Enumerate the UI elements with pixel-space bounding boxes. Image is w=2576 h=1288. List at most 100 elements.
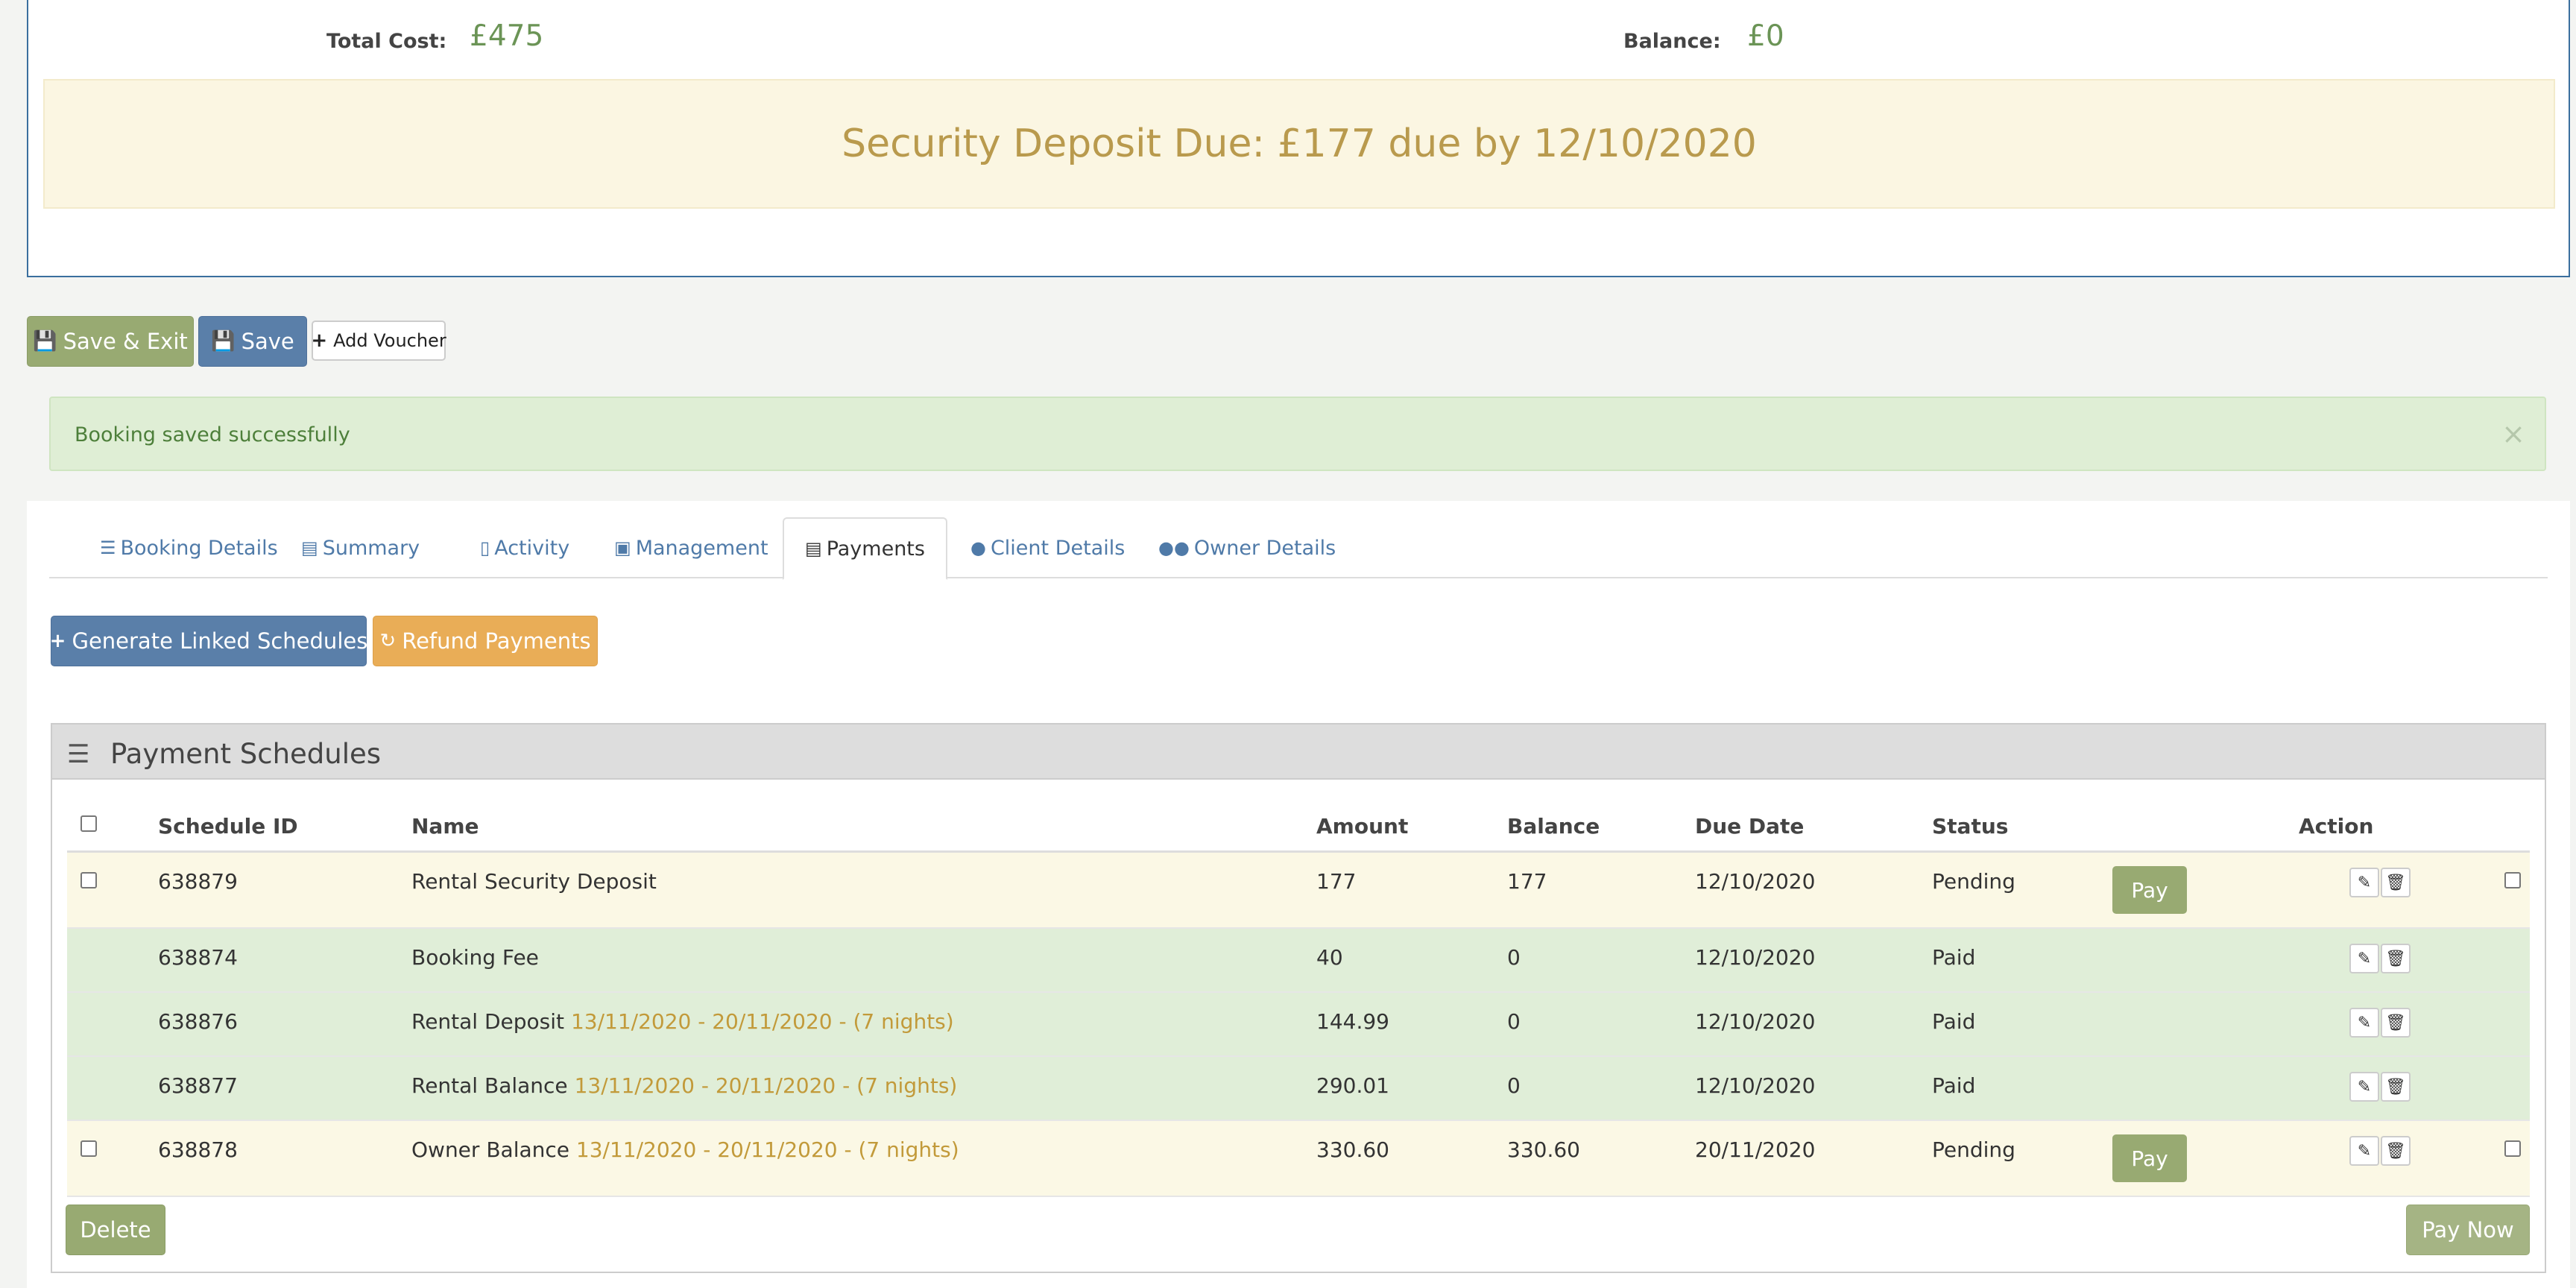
credit-card-icon: ▤ bbox=[805, 538, 822, 559]
delete-button[interactable]: Delete bbox=[66, 1205, 165, 1255]
table-header: Schedule ID Name Amount Balance Due Date… bbox=[67, 795, 2530, 853]
list-icon: ☰ bbox=[100, 537, 116, 558]
due-date: 20/11/2020 bbox=[1695, 1137, 1816, 1162]
balance-label: Balance: bbox=[1623, 30, 1721, 53]
user-icon: ● bbox=[970, 537, 986, 558]
status: Pending bbox=[1932, 1137, 2015, 1162]
refund-payments-button[interactable]: ↻ Refund Payments bbox=[373, 616, 598, 666]
col-balance: Balance bbox=[1507, 814, 1600, 839]
table-row: 638878 Owner Balance 13/11/2020 - 20/11/… bbox=[67, 1121, 2530, 1197]
col-due-date: Due Date bbox=[1695, 814, 1805, 839]
tab-label: Payments bbox=[826, 537, 925, 561]
due-date: 12/10/2020 bbox=[1695, 869, 1816, 894]
due-date: 12/10/2020 bbox=[1695, 945, 1816, 970]
alert-message: Booking saved successfully bbox=[75, 423, 350, 446]
schedule-dates: 13/11/2020 - 20/11/2020 - (7 nights) bbox=[570, 1009, 954, 1034]
pay-now-button[interactable]: Pay Now bbox=[2406, 1205, 2530, 1255]
balance-value: £0 bbox=[1747, 19, 1784, 53]
row-select-checkbox[interactable] bbox=[2504, 1140, 2521, 1157]
balance: 0 bbox=[1507, 1073, 1521, 1098]
trash-icon[interactable]: 🗑 bbox=[2381, 1136, 2411, 1166]
refund-label: Refund Payments bbox=[402, 628, 591, 654]
amount: 330.60 bbox=[1316, 1137, 1389, 1162]
tab-label: Activity bbox=[494, 536, 570, 560]
edit-icon[interactable]: ✎ bbox=[2349, 868, 2379, 897]
tab-label: Owner Details bbox=[1193, 536, 1336, 560]
balance: 0 bbox=[1507, 945, 1521, 970]
row-checkbox[interactable] bbox=[80, 872, 97, 888]
save-exit-label: Save & Exit bbox=[63, 329, 188, 354]
col-schedule-id: Schedule ID bbox=[158, 814, 298, 839]
total-cost-value: £475 bbox=[470, 19, 544, 53]
tab-owner-details[interactable]: ●● Owner Details bbox=[1137, 517, 1357, 578]
schedule-id: 638874 bbox=[158, 945, 238, 970]
payment-schedules-table: Schedule ID Name Amount Balance Due Date… bbox=[67, 795, 2530, 1197]
trash-icon[interactable]: 🗑 bbox=[2381, 1072, 2411, 1102]
trash-icon[interactable]: 🗑 bbox=[2381, 868, 2411, 897]
table-row: 638877 Rental Balance 13/11/2020 - 20/11… bbox=[67, 1057, 2530, 1121]
payment-schedules-panel: ☰ Payment Schedules Schedule ID Name Amo… bbox=[51, 723, 2546, 1273]
due-date: 12/10/2020 bbox=[1695, 1009, 1816, 1034]
schedule-name: Booking Fee bbox=[411, 945, 539, 970]
plus-icon: + bbox=[49, 630, 66, 652]
save-button[interactable]: 💾 Save bbox=[198, 316, 307, 367]
floppy-disk-icon: 💾 bbox=[211, 330, 236, 353]
amount: 144.99 bbox=[1316, 1009, 1389, 1034]
edit-icon[interactable]: ✎ bbox=[2349, 944, 2379, 973]
tab-management[interactable]: ▣ Management bbox=[593, 517, 789, 578]
edit-icon[interactable]: ✎ bbox=[2349, 1136, 2379, 1166]
edit-icon[interactable]: ✎ bbox=[2349, 1072, 2379, 1102]
col-name: Name bbox=[411, 814, 479, 839]
schedule-name: Rental Balance 13/11/2020 - 20/11/2020 -… bbox=[411, 1073, 958, 1098]
pay-button[interactable]: Pay bbox=[2112, 866, 2187, 914]
status: Paid bbox=[1932, 1009, 1976, 1034]
menu-icon[interactable]: ☰ bbox=[67, 739, 90, 769]
schedule-id: 638878 bbox=[158, 1137, 238, 1162]
security-deposit-due-notice: Security Deposit Due: £177 due by 12/10/… bbox=[43, 79, 2555, 209]
tab-activity[interactable]: ▯ Activity bbox=[459, 517, 590, 578]
tab-label: Management bbox=[635, 536, 768, 560]
edit-icon[interactable]: ✎ bbox=[2349, 1008, 2379, 1038]
totals-row: Total Cost: £475 Balance: £0 bbox=[28, 18, 2569, 60]
trash-icon[interactable]: 🗑 bbox=[2381, 1008, 2411, 1038]
save-exit-button[interactable]: 💾 Save & Exit bbox=[27, 316, 194, 367]
schedule-name: Owner Balance 13/11/2020 - 20/11/2020 - … bbox=[411, 1137, 959, 1162]
schedule-id: 638879 bbox=[158, 869, 238, 894]
generate-linked-schedules-button[interactable]: + Generate Linked Schedules bbox=[49, 616, 368, 666]
inbox-icon: ▯ bbox=[480, 537, 490, 558]
tab-label: Booking Details bbox=[120, 536, 278, 560]
status: Paid bbox=[1932, 1073, 1976, 1098]
col-action: Action bbox=[2299, 814, 2374, 839]
floppy-disk-icon: 💾 bbox=[33, 330, 57, 353]
money-icon: ▤ bbox=[301, 537, 318, 558]
generate-label: Generate Linked Schedules bbox=[72, 628, 368, 654]
desktop-icon: ▣ bbox=[614, 537, 631, 558]
schedule-name: Rental Security Deposit bbox=[411, 869, 657, 894]
due-date: 12/10/2020 bbox=[1695, 1073, 1816, 1098]
add-voucher-button[interactable]: + Add Voucher bbox=[311, 321, 446, 361]
select-all-checkbox[interactable] bbox=[80, 815, 97, 832]
total-cost-label: Total Cost: bbox=[326, 30, 447, 53]
table-row: 638874 Booking Fee 40 0 12/10/2020 Paid … bbox=[67, 929, 2530, 993]
amount: 177 bbox=[1316, 869, 1357, 894]
schedule-name: Rental Deposit 13/11/2020 - 20/11/2020 -… bbox=[411, 1009, 954, 1034]
add-voucher-label: Add Voucher bbox=[333, 330, 446, 351]
refresh-icon: ↻ bbox=[379, 630, 397, 652]
tab-payments[interactable]: ▤ Payments bbox=[783, 517, 947, 580]
tab-summary[interactable]: ▤ Summary bbox=[280, 517, 441, 578]
row-select-checkbox[interactable] bbox=[2504, 872, 2521, 888]
status: Pending bbox=[1932, 869, 2015, 894]
plus-icon: + bbox=[311, 329, 328, 352]
close-icon[interactable]: × bbox=[2501, 417, 2525, 450]
pay-button[interactable]: Pay bbox=[2112, 1134, 2187, 1182]
row-checkbox[interactable] bbox=[80, 1140, 97, 1157]
panel-title: Payment Schedules bbox=[110, 738, 382, 770]
tab-booking-details[interactable]: ☰ Booking Details bbox=[79, 517, 299, 578]
booking-tabs: ☰ Booking Details ▤ Summary ▯ Activity ▣… bbox=[49, 517, 2548, 580]
col-amount: Amount bbox=[1316, 814, 1409, 839]
amount: 40 bbox=[1316, 945, 1343, 970]
status: Paid bbox=[1932, 945, 1976, 970]
trash-icon[interactable]: 🗑 bbox=[2381, 944, 2411, 973]
balance: 330.60 bbox=[1507, 1137, 1580, 1162]
tab-client-details[interactable]: ● Client Details bbox=[950, 517, 1146, 578]
